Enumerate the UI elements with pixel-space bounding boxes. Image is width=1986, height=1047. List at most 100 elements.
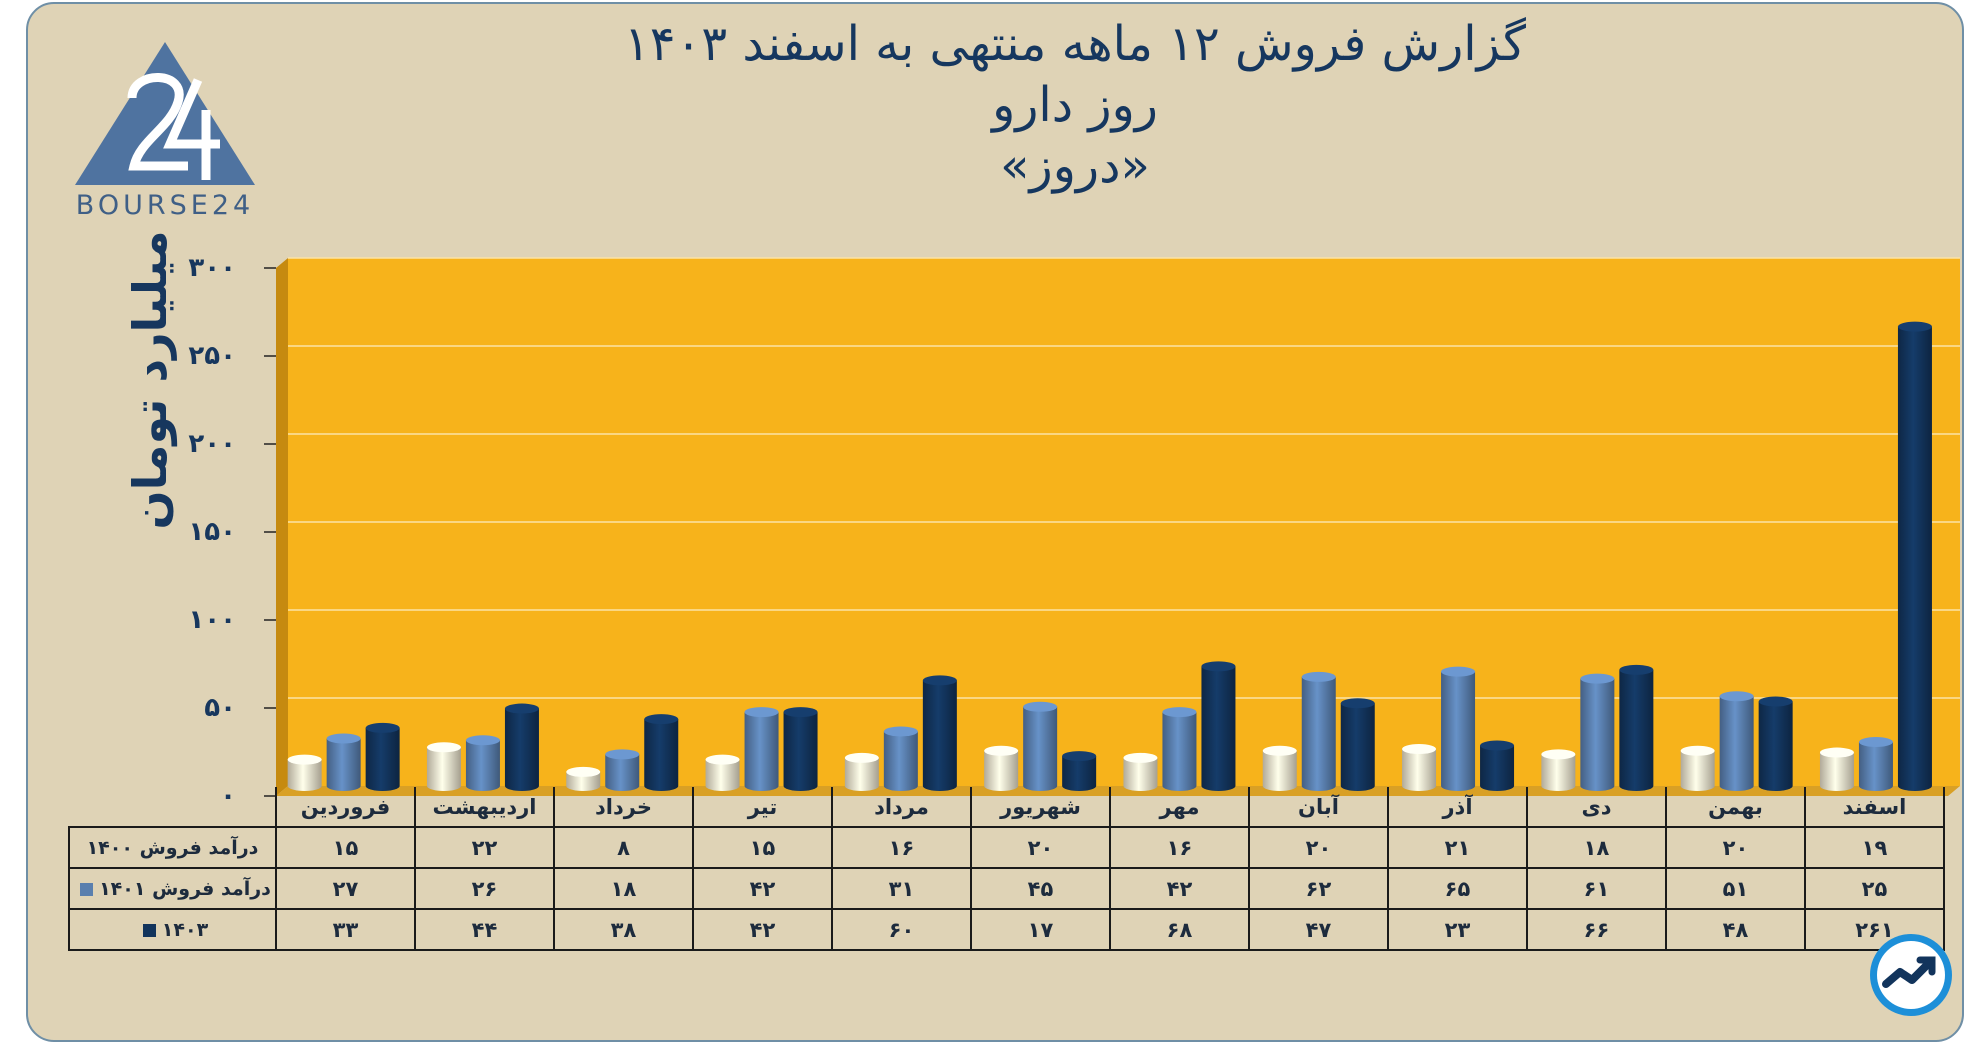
bar-body xyxy=(326,738,361,791)
month-label: تیر xyxy=(692,787,833,828)
bourse24-logo xyxy=(75,42,255,185)
y-tick-label: ۵۰ xyxy=(204,693,236,723)
y-tick-label: ۲۰۰ xyxy=(188,429,236,459)
chart-title-block: گزارش فروش ۱۲ ماهه منتهی به اسفند ۱۴۰۳ ر… xyxy=(520,18,1630,192)
bar-2-4 xyxy=(922,675,957,791)
data-cell: ۱۸ xyxy=(553,867,694,910)
data-cell: ۲۰ xyxy=(1248,826,1389,869)
bar-2-2 xyxy=(644,714,679,791)
y-tick-label: ۱۰۰ xyxy=(188,605,236,635)
bar-2-8 xyxy=(1480,740,1515,791)
bar-body xyxy=(287,759,322,791)
data-cell: ۵۱ xyxy=(1665,867,1806,910)
bar-body xyxy=(744,712,779,791)
bar-2-0 xyxy=(365,722,400,791)
data-cell: ۱۸ xyxy=(1526,826,1667,869)
bar-body xyxy=(1441,671,1476,791)
bar-top xyxy=(1301,671,1336,682)
y-tick-label: ۲۵۰ xyxy=(188,341,236,371)
y-tick-label: ۱۵۰ xyxy=(188,517,236,547)
bar-body xyxy=(1480,745,1515,791)
y-axis-label: میلیارد تومان xyxy=(123,230,177,530)
month-label: شهریور xyxy=(970,787,1111,828)
bar-top xyxy=(1619,664,1654,675)
bar-top xyxy=(566,766,601,777)
bar-1-8 xyxy=(1441,666,1476,791)
bar-body xyxy=(504,708,539,791)
bar-top xyxy=(705,754,740,765)
data-cell: ۶۶ xyxy=(1526,908,1667,951)
bar-body xyxy=(1819,752,1854,791)
bar-top xyxy=(1201,661,1236,672)
bar-body xyxy=(984,750,1019,791)
month-label: فروردین xyxy=(275,787,416,828)
data-cell: ۳۸ xyxy=(553,908,694,951)
table-corner xyxy=(69,787,276,827)
bar-0-0 xyxy=(287,754,322,791)
bar-2-7 xyxy=(1340,698,1375,791)
bar-body xyxy=(1858,742,1893,791)
bar-2-6 xyxy=(1201,661,1236,791)
bar-body xyxy=(1340,703,1375,791)
bar-top xyxy=(504,703,539,714)
data-cell: ۱۷ xyxy=(970,908,1111,951)
bar-top xyxy=(1340,698,1375,709)
data-cell: ۶۸ xyxy=(1109,908,1250,951)
bar-0-2 xyxy=(566,766,601,791)
data-cell: ۲۵ xyxy=(1804,867,1945,910)
bar-0-1 xyxy=(426,742,461,791)
bar-body xyxy=(1680,750,1715,791)
bar-body xyxy=(1719,696,1754,791)
bar-body xyxy=(1301,676,1336,791)
bar-body xyxy=(426,747,461,791)
data-cell: ۸ xyxy=(553,826,694,869)
bar-body xyxy=(644,719,679,791)
bar-2-1 xyxy=(504,703,539,791)
legend-label: درآمد فروش ۱۴۰۰ xyxy=(86,836,259,859)
data-cell: ۱۹ xyxy=(1804,826,1945,869)
bar-2-5 xyxy=(1062,751,1097,791)
bar-top xyxy=(1719,691,1754,702)
month-label: مهر xyxy=(1109,787,1250,828)
bar-0-8 xyxy=(1402,744,1437,791)
bar-1-4 xyxy=(883,726,918,791)
bar-top xyxy=(1441,666,1476,677)
bar-1-11 xyxy=(1858,737,1893,791)
data-cell: ۳۱ xyxy=(831,867,972,910)
company-symbol: «دروز» xyxy=(1000,137,1150,194)
data-cell: ۲۰ xyxy=(970,826,1111,869)
data-cell: ۲۰ xyxy=(1665,826,1806,869)
bar-top xyxy=(844,752,879,763)
data-cell: ۴۴ xyxy=(414,908,555,951)
data-cell: ۲۷ xyxy=(275,867,416,910)
bar-top xyxy=(1262,745,1297,756)
table-header-row: فروردین اردیبهشت خرداد تیر مرداد شهریور … xyxy=(69,787,1945,828)
month-label: مرداد xyxy=(831,787,972,828)
bar-body xyxy=(465,740,500,791)
month-label: آذر xyxy=(1387,787,1528,828)
table-row-1401: درآمد فروش ۱۴۰۱ ۲۷ ۲۶ ۱۸ ۴۲ ۳۱ ۴۵ ۴۲ ۶۲ … xyxy=(68,867,1945,910)
bar-body xyxy=(705,759,740,791)
bar-top xyxy=(922,675,957,686)
bar-body xyxy=(1062,756,1097,791)
bar-2-11 xyxy=(1897,321,1932,791)
bar-0-3 xyxy=(705,754,740,791)
bar-1-6 xyxy=(1162,707,1197,791)
bar-1-9 xyxy=(1580,673,1615,791)
y-tick-label: ۰ xyxy=(220,781,236,811)
bar-1-1 xyxy=(465,735,500,791)
bar-body xyxy=(1402,749,1437,791)
bar-2-3 xyxy=(783,707,818,791)
data-cell: ۴۲ xyxy=(692,908,833,951)
data-cell: ۲۳ xyxy=(1387,908,1528,951)
trend-badge-icon xyxy=(1870,934,1952,1016)
bar-top xyxy=(1541,749,1576,760)
bar-top xyxy=(1123,752,1158,763)
data-cell: ۲۲ xyxy=(414,826,555,869)
bar-top xyxy=(644,714,679,725)
bar-top xyxy=(783,707,818,718)
data-cell: ۱۶ xyxy=(1109,826,1250,869)
month-label: خرداد xyxy=(553,787,694,828)
month-label: آبان xyxy=(1248,787,1389,828)
bar-body xyxy=(1619,669,1654,791)
